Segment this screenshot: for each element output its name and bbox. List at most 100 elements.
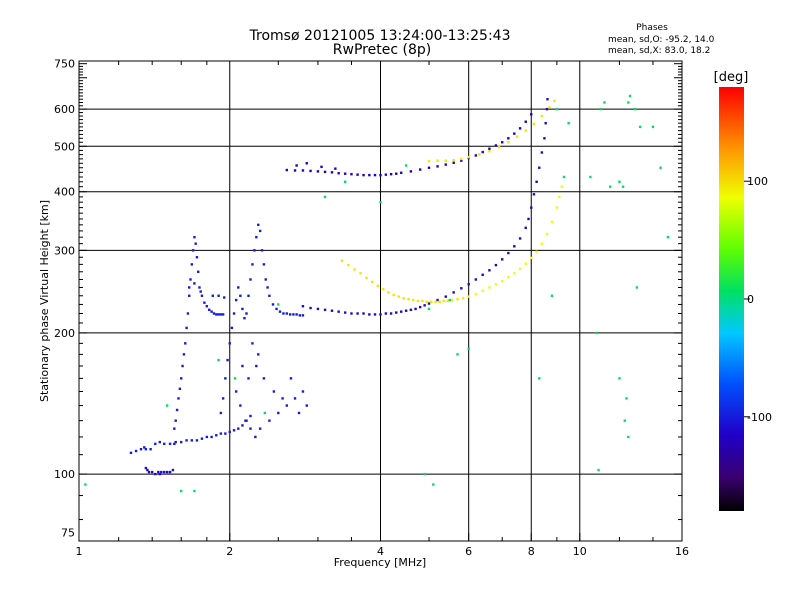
data-point: Scattered points (427, 307, 431, 311)
data-point: X-mode F2 trace (lower, continued) (555, 206, 559, 209)
data-point: O-mode F2 trace (lower) (544, 121, 547, 125)
data-point: O-mode F2 trace (upper, multiple hop) (460, 159, 463, 162)
data-point: Scattered points (595, 331, 598, 335)
data-point: O-mode F2 trace (lower) (427, 302, 431, 305)
x-tick-label: 1 (76, 545, 83, 558)
data-point: O-mode spread near 2.0-2.4 MHz (262, 377, 266, 380)
data-point: O-mode E / Es trace (low) (219, 432, 223, 435)
data-point: Scattered points (263, 411, 267, 415)
data-point: O-mode F2 trace (lower) (524, 226, 527, 230)
data-point: Scattered points (456, 353, 459, 356)
data-point: O-mode spread near 1.6 MHz (182, 353, 186, 356)
data-point: O-mode low cluster near 100 km (146, 468, 149, 472)
data-point: Scattered points (627, 435, 630, 439)
data-point: O-mode F2 trace (upper, multiple hop) (444, 163, 447, 166)
data-point: O-mode spread near 1.6 MHz (200, 294, 204, 297)
data-point: O-mode spread near 2.0-2.4 MHz (297, 411, 301, 415)
data-point: O-mode spread near 2.0-2.4 MHz (281, 397, 284, 400)
data-point: Scattered points (635, 286, 639, 289)
data-point: O-mode low cluster near 100 km (171, 468, 175, 472)
data-point: O-mode spread near 1.6 MHz (178, 387, 182, 391)
data-point: O-mode spread near 1.6 MHz (203, 301, 206, 304)
stats-x-mode: mean, sd,X: 83.0, 18.2 (608, 46, 710, 56)
data-point: O-mode F2 trace (lower) (368, 313, 371, 316)
data-point: O-mode spread near 2.0-2.4 MHz (275, 307, 278, 311)
data-point: O-mode spread near 1.6 MHz (208, 308, 211, 312)
data-point: O-mode F2 trace (upper, multiple hop) (337, 172, 340, 175)
data-point: X-mode F2 trace (lower, continued) (481, 289, 484, 292)
data-point: Scattered points (651, 125, 655, 129)
data-point: O-mode low cluster near 100 km (158, 472, 162, 476)
data-point: O-mode spread near 2.0-2.4 MHz (224, 377, 227, 380)
chart-title: Tromsø 20121005 13:24:00-13:25:43 (249, 28, 511, 44)
data-point: O-mode spread near 2.0-2.4 MHz (230, 326, 234, 330)
data-point: O-mode spread near 1.6 MHz (190, 263, 194, 266)
data-point: O-mode F2 trace (upper, multiple hop) (356, 173, 359, 176)
data-point: Scattered points (379, 200, 382, 204)
data-point: X-mode F2 trace (lower, continued) (488, 286, 491, 289)
data-point: O-mode spread near 1.6 MHz (205, 305, 209, 308)
data-point: O-mode F2 trace (lower) (343, 311, 347, 314)
data-point: O-mode spread near 1.6 MHz (215, 313, 218, 316)
data-point: X-mode F2 trace (lower) (407, 297, 410, 301)
data-point: Scattered points (627, 101, 630, 104)
data-point: O-mode spread near 2.0-2.4 MHz (292, 313, 295, 316)
data-point: O-mode spread near 1.6 MHz (180, 377, 183, 380)
data-point: O-mode low cluster near 100 km (147, 470, 151, 474)
data-point: O-mode spread near 2.0-2.4 MHz (301, 314, 305, 317)
data-point: O-mode F2 trace (lower) (330, 309, 334, 312)
y-tick-label: 750 (54, 58, 75, 71)
data-point: O-mode F2 trace (upper, multiple hop) (323, 170, 327, 174)
colorbar-tick-label: 0 (747, 293, 754, 306)
chart-subtitle: RwPretec (8p) (333, 42, 431, 58)
data-point: X-mode F2 trace (lower) (425, 300, 429, 304)
data-point: X-mode F2 trace (lower) (340, 259, 344, 262)
data-point: O-mode F2 trace (upper, multiple hop) (452, 161, 455, 165)
data-point: X-mode F2 trace (lower, continued) (467, 295, 470, 298)
data-point: O-mode spread near 1.6 MHz (217, 294, 220, 297)
data-point: Scattered points (343, 180, 347, 183)
data-point: O-mode F2 trace (lower) (356, 312, 359, 315)
x-tick-label: 16 (675, 545, 689, 558)
data-point: X-mode F2 trace (lower) (412, 298, 415, 302)
colorbar-ticks: 100 0 -100 (744, 175, 772, 424)
data-point: O-mode E / Es trace (low) (232, 429, 236, 432)
data-point: O-mode spread near 1.6 MHz (186, 312, 190, 315)
data-point: O-mode F2 trace (upper, multiple hop) (295, 164, 298, 167)
data-point: O-mode F2 trace (lower) (507, 251, 510, 255)
data-point: O-mode spread near 2.0-2.4 MHz (257, 353, 260, 356)
data-point: O-mode F2 trace (upper, multiple hop) (368, 173, 371, 177)
data-point: Scattered points (180, 489, 183, 493)
data-point: O-mode F2 trace (upper, multiple hop) (530, 113, 533, 116)
y-tick-label: 500 (54, 140, 75, 153)
data-point: X-mode F2 trace (lower) (421, 299, 424, 303)
data-point: Scattered points (633, 107, 637, 111)
data-point: O-mode F2 trace (lower) (414, 307, 417, 311)
data-point: X-mode F2 trace (lower) (387, 291, 390, 294)
data-point: O-mode spread near 1.6 MHz (212, 312, 216, 315)
data-point: O-mode spread near 2.0-2.4 MHz (262, 263, 266, 266)
data-point: O-mode spread near 2.0-2.4 MHz (258, 229, 262, 233)
data-point: O-mode spread near 2.0-2.4 MHz (285, 312, 289, 315)
data-point: O-mode spread near 2.0-2.4 MHz (266, 286, 269, 289)
data-point: O-mode F2 trace (lower) (546, 98, 549, 101)
data-point: X-mode F2 trace (upper) (548, 106, 551, 109)
data-point: O-mode F2 trace (upper, multiple hop) (301, 169, 305, 172)
data-point: Scattered points (217, 358, 220, 362)
data-point: Scattered points (277, 303, 280, 306)
data-point: Scattered points (567, 121, 570, 125)
data-point: X-mode F2 trace (lower, continued) (507, 275, 510, 279)
data-point: O-mode spread near 1.6 MHz (188, 286, 191, 289)
data-point: O-mode spread near 2.0-2.4 MHz (288, 313, 292, 316)
data-point: O-mode F2 trace (lower) (362, 312, 365, 315)
data-point: O-mode F2 trace (upper, multiple hop) (418, 168, 422, 171)
stats-heading: Phases (636, 23, 668, 33)
data-point: O-mode spread near 2.0-2.4 MHz (234, 390, 238, 393)
data-point: O-mode spread near 2.0-2.4 MHz (293, 397, 297, 400)
data-point: O-mode spread near 2.0-2.4 MHz (219, 411, 223, 415)
data-point: Scattered points (599, 107, 602, 111)
data-point: O-mode F2 trace (lower) (518, 237, 522, 240)
colorbar-label: [deg] (714, 70, 749, 85)
axis-ticks (78, 61, 683, 541)
data-point: O-mode spread near 2.0-2.4 MHz (245, 312, 248, 315)
